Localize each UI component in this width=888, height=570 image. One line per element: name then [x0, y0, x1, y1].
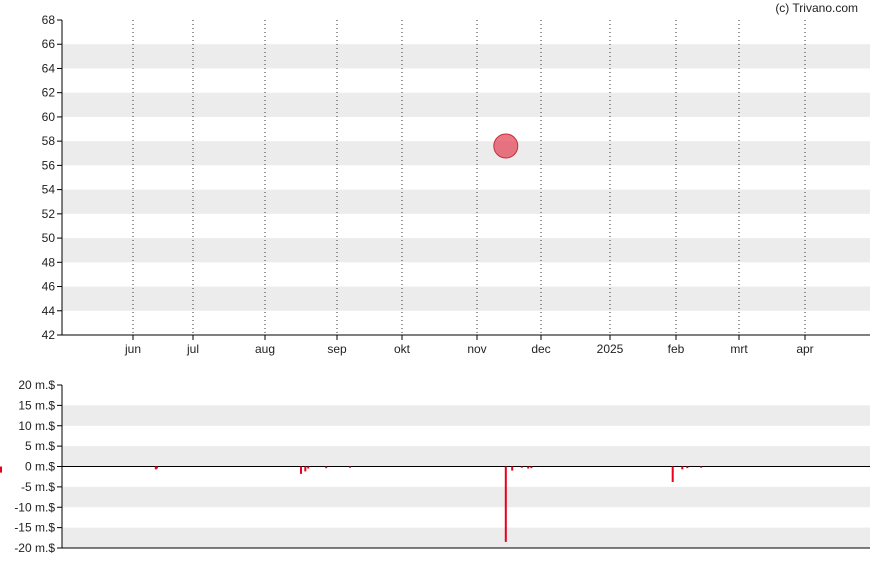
x-tick-label: okt: [394, 342, 411, 356]
volume-bar: [304, 466, 307, 472]
grid-band: [62, 189, 870, 214]
y-tick-label: 58: [42, 134, 56, 148]
y-tick-label: 0 m.$: [25, 460, 55, 474]
x-tick-label: aug: [255, 342, 275, 356]
y-tick-label: 56: [42, 158, 56, 172]
grid-band: [62, 44, 870, 69]
volume-bar: [504, 466, 507, 542]
x-tick-label: dec: [531, 342, 550, 356]
x-tick-label: jul: [186, 342, 199, 356]
volume-bar: [154, 466, 157, 470]
y-tick-label: 60: [42, 110, 56, 124]
y-tick-label: 15 m.$: [18, 398, 55, 412]
y-tick-label: -15 m.$: [14, 521, 55, 535]
y-tick-label: 68: [42, 13, 56, 27]
y-tick-label: 52: [42, 207, 56, 221]
y-tick-label: 62: [42, 86, 56, 100]
x-tick-label: feb: [668, 342, 685, 356]
y-tick-label: 66: [42, 37, 56, 51]
price-marker: [493, 133, 519, 159]
y-tick-label: 5 m.$: [25, 439, 55, 453]
price-panel: jun jul aug sep okt nov dec 2025 feb mrt apr 42 44 46…: [42, 13, 870, 356]
volume-bar: [307, 466, 310, 469]
grid-band: [62, 238, 870, 263]
volume-bar: [511, 466, 514, 471]
volume-bar: [527, 466, 530, 469]
y-tick-label: -20 m.$: [14, 541, 55, 555]
volume-bar: [520, 466, 523, 468]
volume-bar: [325, 466, 328, 469]
y-tick-label: 54: [42, 183, 56, 197]
y-tick-label: 46: [42, 280, 56, 294]
x-tick-label: nov: [467, 342, 486, 356]
volume-bar: [700, 466, 703, 468]
y-tick-label: 64: [42, 61, 56, 75]
x-tick-label: 2025: [597, 342, 624, 356]
volume-bar: [0, 466, 2, 473]
grid-band: [62, 527, 870, 548]
y-tick-label: 44: [42, 304, 56, 318]
volume-bar: [349, 466, 351, 468]
y-tick-label: -10 m.$: [14, 500, 55, 514]
y-tick-label: 50: [42, 231, 56, 245]
grid-band: [62, 141, 870, 166]
grid-band: [62, 405, 870, 426]
y-tick-label: 20 m.$: [18, 378, 55, 392]
y-tick-label: -5 m.$: [21, 480, 55, 494]
volume-bar: [300, 466, 302, 474]
y-tick-label: 10 m.$: [18, 419, 55, 433]
volume-bar: [686, 466, 689, 469]
x-tick-label: apr: [796, 342, 813, 356]
grid-band: [62, 446, 870, 467]
volume-panel: 20 m.$ 15 m.$ 10 m.$ 5 m.$ 0 m.$ -5 m.$ -10 m.…: [0, 378, 870, 555]
volume-bar: [671, 466, 674, 482]
x-tick-label: jun: [124, 342, 141, 356]
y-tick-label: 48: [42, 255, 56, 269]
volume-bar: [681, 466, 684, 470]
grid-band: [62, 486, 870, 508]
y-tick-label: 42: [42, 328, 56, 342]
x-tick-label: mrt: [730, 342, 748, 356]
grid-band: [62, 92, 870, 117]
x-tick-label: sep: [327, 342, 347, 356]
volume-bar: [156, 466, 158, 469]
credit-label: (c) Trivano.com: [775, 1, 858, 15]
grid-band: [62, 286, 870, 311]
volume-bar: [530, 466, 533, 469]
